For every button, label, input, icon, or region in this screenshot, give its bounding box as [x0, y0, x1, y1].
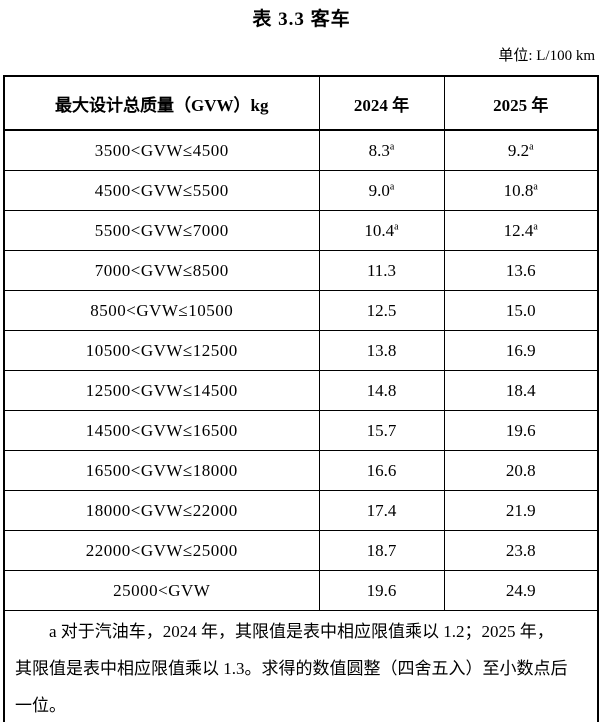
- value-2025-cell: 23.8: [443, 530, 599, 571]
- gvw-range-cell: 4500<GVW≤5500: [3, 170, 320, 211]
- value-2024-cell: 12.5: [318, 290, 445, 331]
- value-text: 23.8: [505, 540, 536, 560]
- gvw-range-cell: 14500<GVW≤16500: [3, 410, 320, 451]
- value-text: 20.8: [505, 460, 536, 480]
- table-row: 25000<GVW 19.6 24.9: [3, 570, 599, 611]
- value-2024-cell: 9.0a: [318, 170, 445, 211]
- value-text: 17.4: [366, 500, 397, 520]
- table-row: 4500<GVW≤5500 9.0a 10.8a: [3, 170, 599, 211]
- value-2025-cell: 10.8a: [443, 170, 599, 211]
- value-text: 10.4: [364, 220, 395, 240]
- value-2025-cell: 18.4: [443, 370, 599, 411]
- footnote-line: 一位。: [15, 696, 66, 715]
- value-text: 13.6: [505, 260, 536, 280]
- value-text: 12.4: [503, 220, 534, 240]
- gvw-range-cell: 22000<GVW≤25000: [3, 530, 320, 571]
- value-2024-cell: 18.7: [318, 530, 445, 571]
- value-text: 19.6: [505, 420, 536, 440]
- value-2024-cell: 16.6: [318, 450, 445, 491]
- gvw-range-cell: 16500<GVW≤18000: [3, 450, 320, 491]
- table-row: 16500<GVW≤18000 16.6 20.8: [3, 450, 599, 491]
- header-2025: 2025 年: [443, 75, 599, 131]
- value-2024-cell: 10.4a: [318, 210, 445, 251]
- table-row: 22000<GVW≤25000 18.7 23.8: [3, 530, 599, 571]
- footnote-marker-a: a: [389, 140, 395, 152]
- gvw-range-cell: 5500<GVW≤7000: [3, 210, 320, 251]
- footnote-marker-a: a: [533, 180, 538, 192]
- value-2024-cell: 8.3a: [318, 129, 445, 171]
- value-text: 16.9: [505, 340, 536, 360]
- value-2024-cell: 17.4: [318, 490, 445, 531]
- value-2024-cell: 15.7: [318, 410, 445, 451]
- gvw-range-cell: 25000<GVW: [3, 570, 320, 611]
- gvw-range-cell: 7000<GVW≤8500: [3, 250, 320, 291]
- value-2025-cell: 12.4a: [443, 210, 599, 251]
- value-text: 8.3: [368, 140, 390, 160]
- value-2025-cell: 9.2a: [443, 129, 599, 171]
- table-row: 18000<GVW≤22000 17.4 21.9: [3, 490, 599, 531]
- value-text: 15.0: [505, 300, 536, 320]
- value-2025-cell: 20.8: [443, 450, 599, 491]
- value-text: 19.6: [366, 580, 397, 600]
- footnote-row: a 对于汽油车，2024 年，其限值是表中相应限值乘以 1.2；2025 年， …: [3, 610, 599, 722]
- footnote-marker-a: a: [389, 180, 395, 192]
- table-footnote: a 对于汽油车，2024 年，其限值是表中相应限值乘以 1.2；2025 年， …: [3, 610, 599, 722]
- gvw-range-cell: 12500<GVW≤14500: [3, 370, 320, 411]
- table-row: 14500<GVW≤16500 15.7 19.6: [3, 410, 599, 451]
- table-row: 12500<GVW≤14500 14.8 18.4: [3, 370, 599, 411]
- footnote-line: 其限值是表中相应限值乘以 1.3。求得的数值圆整（四舍五入）至小数点后: [15, 659, 568, 678]
- footnote-marker-a: a: [394, 220, 399, 232]
- page-title: 表 3.3 客车: [252, 9, 351, 30]
- value-2024-cell: 14.8: [318, 370, 445, 411]
- value-text: 11.3: [366, 260, 397, 280]
- value-2025-cell: 21.9: [443, 490, 599, 531]
- footnote-marker-a: a: [529, 140, 534, 152]
- gvw-range-cell: 18000<GVW≤22000: [3, 490, 320, 531]
- footnote-marker-a: a: [533, 220, 538, 232]
- header-gvw: 最大设计总质量（GVW）kg: [3, 75, 320, 131]
- gvw-range-cell: 3500<GVW≤4500: [3, 129, 320, 171]
- value-text: 12.5: [366, 300, 397, 320]
- value-2024-cell: 19.6: [318, 570, 445, 611]
- bus-fuel-limits-table: 最大设计总质量（GVW）kg 2024 年 2025 年 3500<GVW≤45…: [3, 75, 599, 722]
- value-text: 18.7: [366, 540, 397, 560]
- value-text: 15.7: [366, 420, 397, 440]
- table-row: 10500<GVW≤12500 13.8 16.9: [3, 330, 599, 371]
- value-2024-cell: 11.3: [318, 250, 445, 291]
- header-row: 最大设计总质量（GVW）kg 2024 年 2025 年: [3, 75, 599, 131]
- table-row: 8500<GVW≤10500 12.5 15.0: [3, 290, 599, 331]
- value-text: 18.4: [505, 380, 536, 400]
- value-text: 9.2: [507, 140, 530, 160]
- table-row: 5500<GVW≤7000 10.4a 12.4a: [3, 210, 599, 251]
- value-text: 9.0: [368, 180, 390, 200]
- gvw-range-cell: 8500<GVW≤10500: [3, 290, 320, 331]
- value-2025-cell: 13.6: [443, 250, 599, 291]
- value-2025-cell: 24.9: [443, 570, 599, 611]
- value-text: 21.9: [505, 500, 536, 520]
- value-2024-cell: 13.8: [318, 330, 445, 371]
- value-2025-cell: 16.9: [443, 330, 599, 371]
- value-text: 16.6: [366, 460, 397, 480]
- gvw-range-cell: 10500<GVW≤12500: [3, 330, 320, 371]
- unit-label: 单位: L/100 km: [498, 48, 595, 64]
- value-text: 14.8: [366, 380, 397, 400]
- value-2025-cell: 15.0: [443, 290, 599, 331]
- table-row: 3500<GVW≤4500 8.3a 9.2a: [3, 129, 599, 171]
- value-2025-cell: 19.6: [443, 410, 599, 451]
- table-row: 7000<GVW≤8500 11.3 13.6: [3, 250, 599, 291]
- value-text: 13.8: [366, 340, 397, 360]
- header-2024: 2024 年: [318, 75, 445, 131]
- value-text: 24.9: [505, 580, 536, 600]
- footnote-line: a 对于汽油车，2024 年，其限值是表中相应限值乘以 1.2；2025 年，: [49, 622, 554, 641]
- value-text: 10.8: [503, 180, 534, 200]
